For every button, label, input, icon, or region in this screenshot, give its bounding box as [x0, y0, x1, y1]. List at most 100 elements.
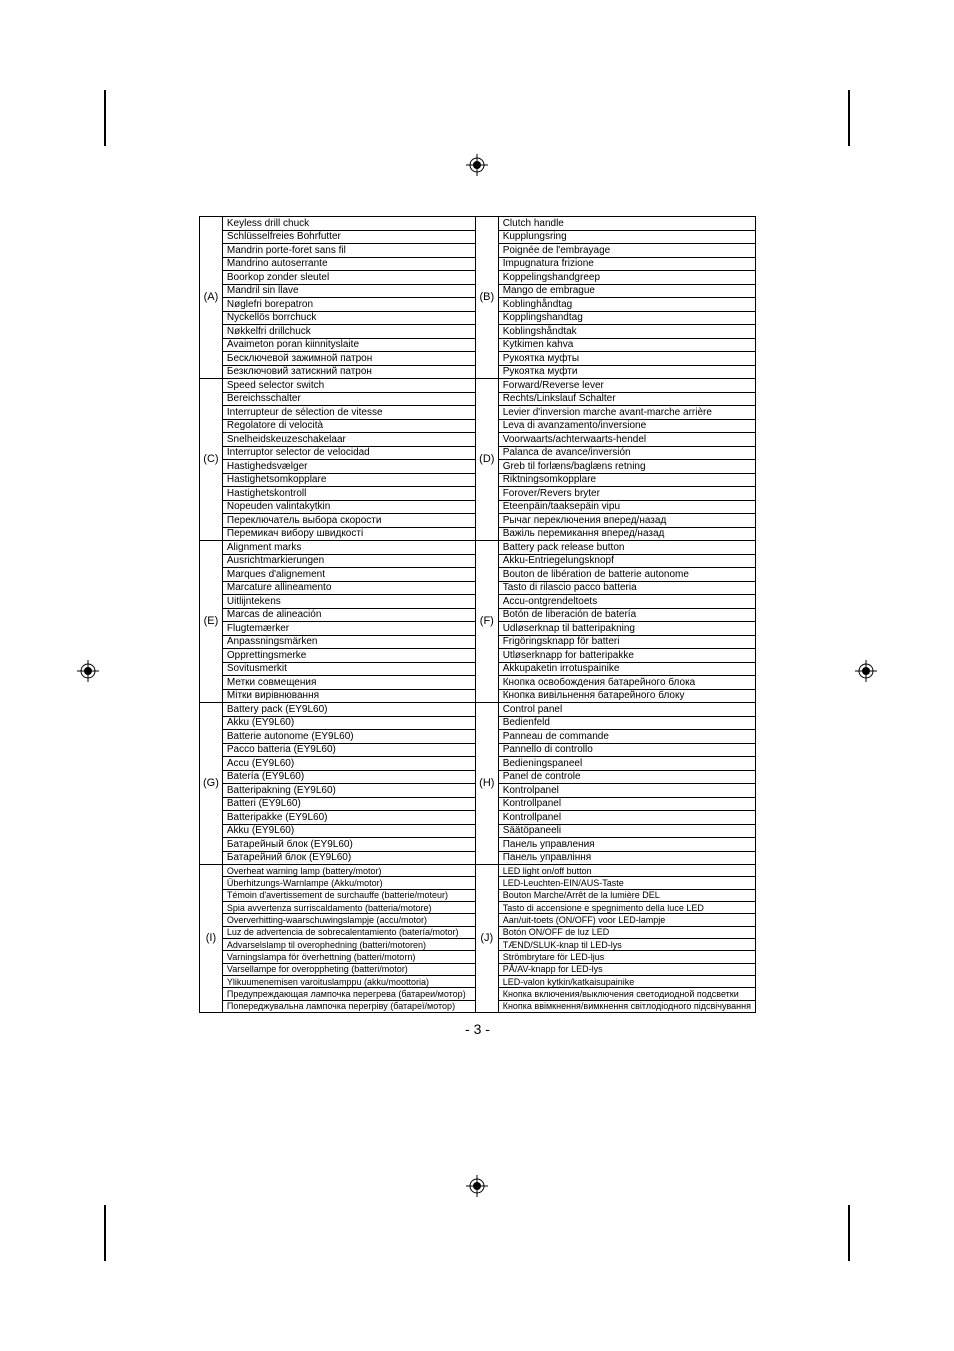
- part-name: Ausrichtmarkierungen: [223, 555, 475, 569]
- part-name: Ylikuumenemisen varoituslamppu (akku/moo…: [223, 976, 475, 988]
- part-name: Bouton de libération de batterie autonom…: [499, 568, 755, 582]
- part-name: Luz de advertencia de sobrecalentamiento…: [223, 927, 475, 939]
- part-name: Marcature allineamento: [223, 582, 475, 596]
- part-name: Akkupaketin irrotuspainike: [499, 663, 755, 677]
- part-name: Перемикач вибору швидкості: [223, 528, 475, 541]
- part-name: Bedieningspaneel: [499, 757, 755, 771]
- crop-mark: [848, 90, 850, 146]
- part-name: Мітки вирівнювання: [223, 690, 475, 703]
- part-name: Батарейний блок (EY9L60): [223, 852, 475, 865]
- part-name: Interrupteur de sélection de vitesse: [223, 406, 475, 420]
- group-items-left: Battery pack (EY9L60)Akku (EY9L60)Batter…: [222, 703, 475, 865]
- part-name: Hastighetsomkopplare: [223, 474, 475, 488]
- part-name: Pacco batteria (EY9L60): [223, 744, 475, 758]
- registration-mark-icon: [466, 154, 488, 176]
- part-name: Accu-ontgrendeltoets: [499, 595, 755, 609]
- part-name: Kopplingshandtag: [499, 312, 755, 326]
- part-name: TÆND/SLUK-knap til LED-lys: [499, 939, 755, 951]
- part-name: Botón de liberación de batería: [499, 609, 755, 623]
- group-label: (A): [200, 217, 223, 379]
- part-name: Avaimeton poran kiinnityslaite: [223, 339, 475, 353]
- crop-mark: [104, 90, 106, 146]
- part-name: Akku-Entriegelungsknopf: [499, 555, 755, 569]
- part-name: Akku (EY9L60): [223, 825, 475, 839]
- part-name: Bereichsschalter: [223, 393, 475, 407]
- part-name: Mandril sin llave: [223, 285, 475, 299]
- part-name: Tasto di rilascio pacco batteria: [499, 582, 755, 596]
- part-name: Greb til forlæns/baglæns retning: [499, 460, 755, 474]
- part-name: Кнопка ввімкнення/вимкнення світлодіодно…: [499, 1001, 755, 1012]
- group-label: (H): [475, 703, 498, 865]
- part-name: Keyless drill chuck: [223, 217, 475, 231]
- part-name: Témoin d'avertissement de surchauffe (ba…: [223, 890, 475, 902]
- part-name: Панель управління: [499, 852, 755, 865]
- group-label: (G): [200, 703, 223, 865]
- part-name: Mandrin porte-foret sans fil: [223, 244, 475, 258]
- registration-mark-icon: [466, 1175, 488, 1197]
- group-label: (D): [475, 379, 498, 541]
- part-name: LED-valon kytkin/katkaisupainike: [499, 976, 755, 988]
- part-name: Koblinghåndtag: [499, 298, 755, 312]
- part-name: Rechts/Linkslauf Schalter: [499, 393, 755, 407]
- part-name: PÅ/AV-knapp for LED-lys: [499, 964, 755, 976]
- part-name: Panneau de commande: [499, 730, 755, 744]
- part-name: Opprettingsmerke: [223, 649, 475, 663]
- part-name: Batterie autonome (EY9L60): [223, 730, 475, 744]
- part-name: Batteri (EY9L60): [223, 798, 475, 812]
- registration-mark-icon: [77, 660, 99, 682]
- part-name: Levier d'inversion marche avant-marche a…: [499, 406, 755, 420]
- part-name: Utløserknapp for batteripakke: [499, 649, 755, 663]
- part-name: Попереджувальна лампочка перегріву (бата…: [223, 1001, 475, 1012]
- part-name: Nøkkelfri drillchuck: [223, 325, 475, 339]
- part-name: Batteripakke (EY9L60): [223, 811, 475, 825]
- part-name: Sovitusmerkit: [223, 663, 475, 677]
- registration-mark-icon: [855, 660, 877, 682]
- group-items-right: Forward/Reverse leverRechts/Linkslauf Sc…: [498, 379, 755, 541]
- part-name: Pannello di controllo: [499, 744, 755, 758]
- crop-mark: [104, 1205, 106, 1261]
- part-name: Palanca de avance/inversión: [499, 447, 755, 461]
- group-label: (E): [200, 541, 223, 703]
- part-name: Marcas de alineación: [223, 609, 475, 623]
- part-name: Kytkimen kahva: [499, 339, 755, 353]
- part-name: Uitlijntekens: [223, 595, 475, 609]
- part-name: Bouton Marche/Arrêt de la lumière DEL: [499, 890, 755, 902]
- group-label: (J): [475, 865, 498, 1013]
- part-name: Säätöpaneeli: [499, 825, 755, 839]
- part-name: Mango de embrague: [499, 285, 755, 299]
- part-name: Tasto di accensione e spegnimento della …: [499, 902, 755, 914]
- crop-mark: [848, 1205, 850, 1261]
- part-name: Akku (EY9L60): [223, 717, 475, 731]
- part-name: Botón ON/OFF de luz LED: [499, 927, 755, 939]
- part-name: Poignée de l'embrayage: [499, 244, 755, 258]
- part-name: Flugtemærker: [223, 622, 475, 636]
- part-name: Бесключевой зажимной патрон: [223, 352, 475, 366]
- part-name: Кнопка освобождения батарейного блока: [499, 676, 755, 690]
- part-name: Aan/uit-toets (ON/OFF) voor LED-lampje: [499, 914, 755, 926]
- part-name: Strömbrytare för LED-ljus: [499, 951, 755, 963]
- part-name: Kontrollpanel: [499, 798, 755, 812]
- part-name: Kontrollpanel: [499, 811, 755, 825]
- part-name: Battery pack release button: [499, 541, 755, 555]
- part-name: Безключовий затискний патрон: [223, 366, 475, 379]
- part-name: Leva di avanzamento/inversione: [499, 420, 755, 434]
- part-name: Рукоятка муфти: [499, 366, 755, 379]
- group-items-right: LED light on/off buttonLED-Leuchten-EIN/…: [498, 865, 755, 1013]
- group-label: (B): [475, 217, 498, 379]
- group-items-right: Clutch handleKupplungsringPoignée de l'e…: [498, 217, 755, 379]
- group-items-left: Keyless drill chuckSchlüsselfreies Bohrf…: [222, 217, 475, 379]
- part-name: LED light on/off button: [499, 865, 755, 877]
- parts-table: (A)Keyless drill chuckSchlüsselfreies Bo…: [199, 216, 756, 1013]
- part-name: Forward/Reverse lever: [499, 379, 755, 393]
- part-name: Interruptor selector de velocidad: [223, 447, 475, 461]
- part-name: Nyckellös borrchuck: [223, 312, 475, 326]
- part-name: Battery pack (EY9L60): [223, 703, 475, 717]
- part-name: Accu (EY9L60): [223, 757, 475, 771]
- part-name: Overheat warning lamp (battery/motor): [223, 865, 475, 877]
- part-name: Forover/Revers bryter: [499, 487, 755, 501]
- part-name: Bedienfeld: [499, 717, 755, 731]
- part-name: Varningslampa för överhettning (batteri/…: [223, 951, 475, 963]
- part-name: Voorwaarts/achterwaarts-hendel: [499, 433, 755, 447]
- group-items-left: Speed selector switchBereichsschalterInt…: [222, 379, 475, 541]
- part-name: Nøglefri borepatron: [223, 298, 475, 312]
